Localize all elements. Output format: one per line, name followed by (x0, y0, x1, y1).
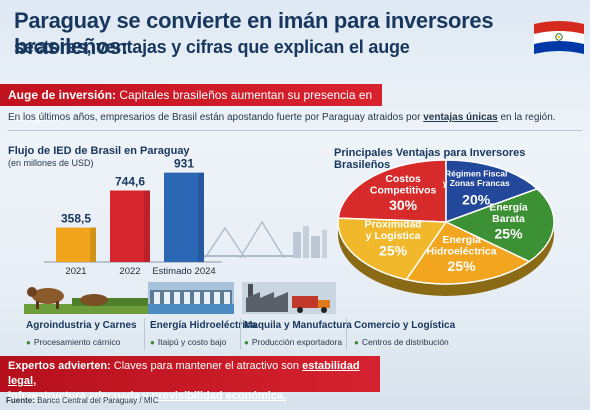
bar-chart-subtitle: (en millones de USD) (8, 158, 94, 168)
pie-depth (338, 222, 554, 296)
sector-name: Agroindustria y Carnes (26, 320, 137, 331)
pie-chart-title: Principales Ventajas para Inversores Bra… (334, 147, 526, 171)
pie-slice-label: Costos (385, 173, 421, 185)
pie-slice (404, 221, 531, 285)
factory-icon (242, 282, 336, 314)
bullet-icon: ● (244, 338, 249, 347)
pie-slice-label: y Zonas Francas (443, 178, 510, 188)
experts-banner: Expertos advierten: Claves para mantener… (0, 356, 380, 402)
pie-slice (337, 217, 448, 281)
intro-before: En los últimos años, empresarios de Bras… (8, 112, 421, 123)
sector-name: Energía Hidroeléctrica (150, 320, 257, 331)
sector-name: Maquila y Manufactura (244, 320, 352, 331)
skyline-illustration (200, 220, 327, 259)
pie-slice-label: Energía (489, 201, 528, 213)
pie-value-label: 20% (462, 191, 491, 207)
divider (8, 130, 582, 131)
bar-value-label: 358,5 (61, 212, 91, 226)
sector-commerce: Comercio y Logística ● Centros de distrib… (352, 282, 472, 352)
pie-slice-label: y Logística (366, 230, 421, 242)
sector-agroindustry: Agroindustria y Carnes ● Procesamiento cá… (24, 282, 152, 352)
bar-2021 (56, 227, 96, 262)
sector-hydro: Energía Hidroeléctrica ● Itaipú y costo b… (148, 282, 256, 352)
sector-name: Comercio y Logística (354, 320, 456, 331)
intro-text: En los últimos años, empresarios de Bras… (8, 112, 583, 123)
sector-sub: ● Procesamiento cárnico (26, 337, 121, 347)
experts-label: Expertos advierten: (8, 360, 111, 372)
pie-value-label: 25% (495, 225, 524, 241)
experts-text: Claves para mantener el atractivo son (113, 360, 300, 372)
source-label: Fuente: (6, 396, 35, 405)
experts-highlight-1: estabilidad legal, (8, 360, 360, 387)
divider (346, 318, 347, 350)
sector-sub: ● Centros de distribución (354, 337, 449, 347)
bar-category-label: Estimado 2024 (152, 266, 215, 277)
pie-slice (337, 159, 447, 223)
bullet-icon: ● (26, 338, 31, 347)
sector-sub: ● Producción exportadora (244, 337, 343, 347)
sector-manufacturing: Maquila y Manufactura ● Producción export… (242, 282, 352, 352)
pie-slice-label: Régimen Fiscal (445, 168, 507, 178)
pie-value-label: 30% (389, 197, 418, 213)
bar-estimado-2024 (164, 172, 204, 262)
main-subtitle: sectores, ventajas y cifras que explican… (14, 37, 410, 57)
pie-slice-label: Competitivos (370, 184, 437, 196)
source-note: Fuente: Banco Central del Paraguay / MIC (6, 396, 159, 405)
sectors-strip: Agroindustria y Carnes ● Procesamiento cá… (0, 282, 590, 352)
investment-banner: Auge de inversión: Capitales brasileños … (0, 84, 382, 124)
source-text: Banco Central del Paraguay / MIC (37, 396, 159, 405)
main-title: Paraguay se convierte en imán para inver… (14, 8, 494, 59)
bullet-icon: ● (354, 338, 359, 347)
pie-value-label: 25% (448, 258, 477, 274)
bar-2022 (110, 190, 150, 262)
cow-icon (24, 287, 152, 314)
bar-value-label: 744,6 (115, 175, 145, 189)
bar-value-label: 931 (174, 157, 194, 171)
pie-value-label: 25% (379, 242, 408, 258)
pie-slice-label: Hidroeléctrica (427, 245, 497, 257)
bullet-icon: ● (150, 338, 155, 347)
pie-slice-label: Energía (442, 234, 481, 246)
sector-sub: ● Itaipú y costo bajo (150, 337, 227, 347)
experts-highlight-2: infraestructura adecuada y previsibilida… (8, 390, 287, 402)
pie-slice-label: Proximidad (365, 218, 422, 230)
banner-label: Auge de inversión: (8, 88, 117, 102)
paraguay-flag-icon (534, 21, 584, 54)
pie-slice (445, 159, 539, 224)
banner-text: Capitales brasileños aumentan su presenc… (8, 88, 373, 124)
bar-category-label: 2022 (119, 266, 140, 277)
bar-shade (90, 227, 96, 262)
bar-shade (144, 190, 150, 262)
divider (240, 318, 241, 350)
pie-slice (444, 187, 555, 263)
bar-shade (198, 172, 204, 262)
dam-icon (148, 282, 234, 314)
bar-category-label: 2021 (65, 266, 86, 277)
intro-highlight: ventajas únicas (423, 112, 498, 123)
bar-chart-title: Flujo de IED de Brasil en Paraguay (8, 145, 190, 157)
pie-slice-label: Barata (492, 213, 525, 225)
intro-after: en la región. (500, 112, 556, 123)
divider (144, 318, 145, 350)
